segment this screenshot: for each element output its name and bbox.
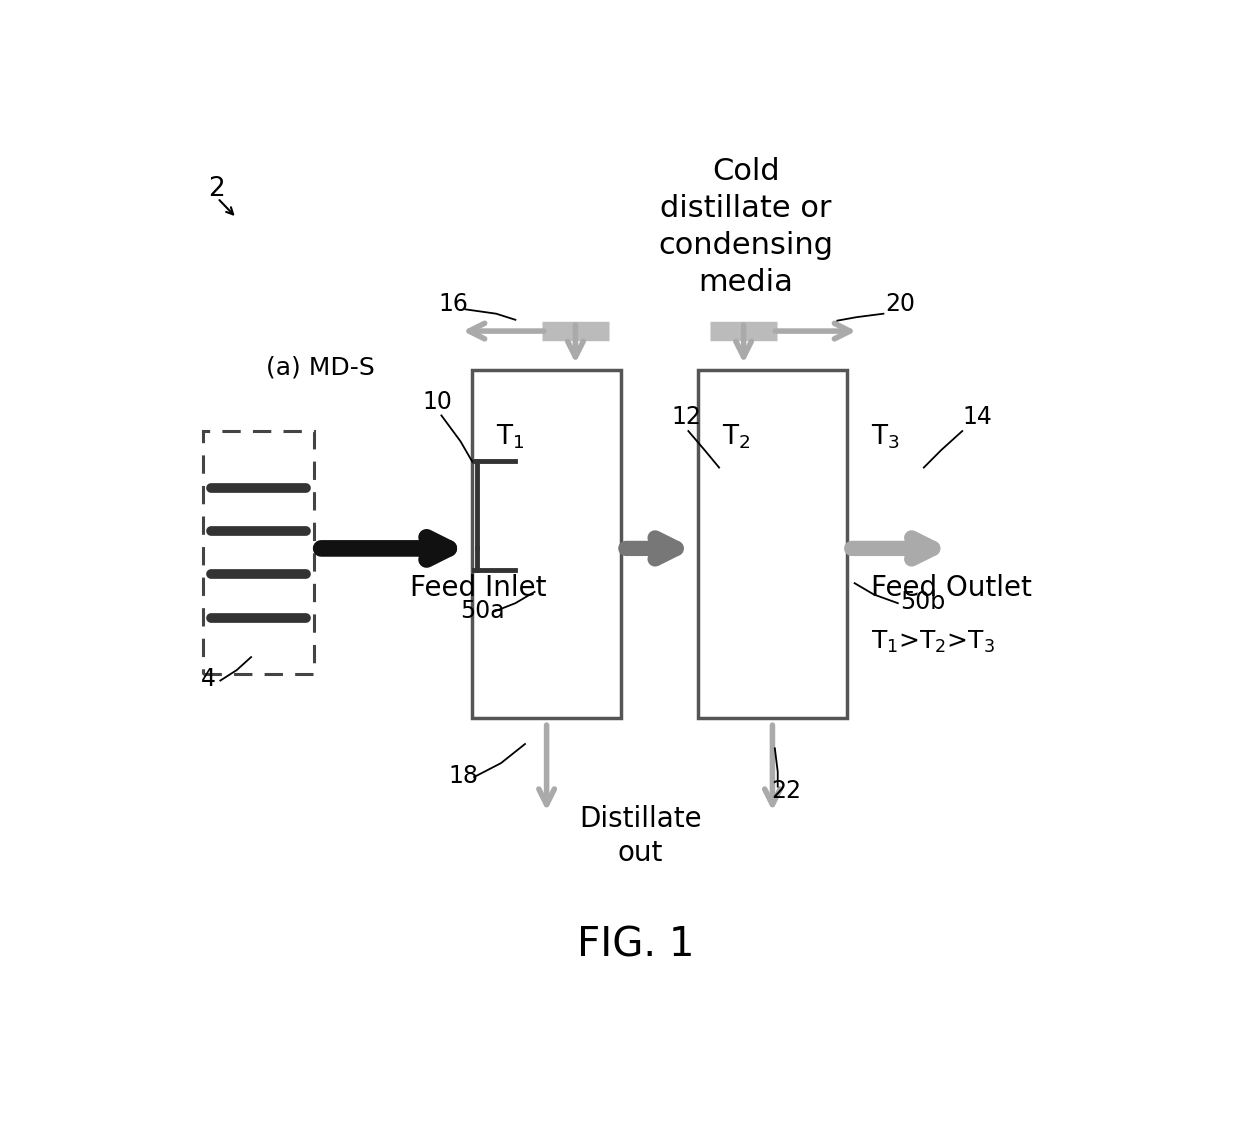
Text: T$_3$: T$_3$ [870,422,900,450]
Text: 50b: 50b [900,590,945,614]
Text: 14: 14 [962,405,992,429]
Text: FIG. 1: FIG. 1 [577,926,694,966]
Text: Feed Inlet: Feed Inlet [409,575,546,602]
Text: 18: 18 [448,764,479,788]
Text: 22: 22 [771,779,801,803]
Bar [203,431,314,674]
Text: T$_2$: T$_2$ [722,422,750,450]
Text: Feed Outlet: Feed Outlet [870,575,1032,602]
Text: T$_1$>T$_2$>T$_3$: T$_1$>T$_2$>T$_3$ [870,629,994,655]
Text: Cold
distillate or
condensing
media: Cold distillate or condensing media [658,157,833,297]
Text: 16: 16 [439,292,469,316]
Bar [698,370,847,718]
Bar [472,370,621,718]
Text: (a) MD-S: (a) MD-S [265,356,374,379]
Text: 20: 20 [885,292,915,316]
Text: 2: 2 [208,176,224,202]
Text: 4: 4 [201,667,216,691]
Text: 10: 10 [422,391,453,414]
Text: Distillate
out: Distillate out [579,805,702,867]
Text: T$_1$: T$_1$ [496,422,525,450]
Text: 50a: 50a [460,599,505,623]
Text: 12: 12 [671,405,701,429]
